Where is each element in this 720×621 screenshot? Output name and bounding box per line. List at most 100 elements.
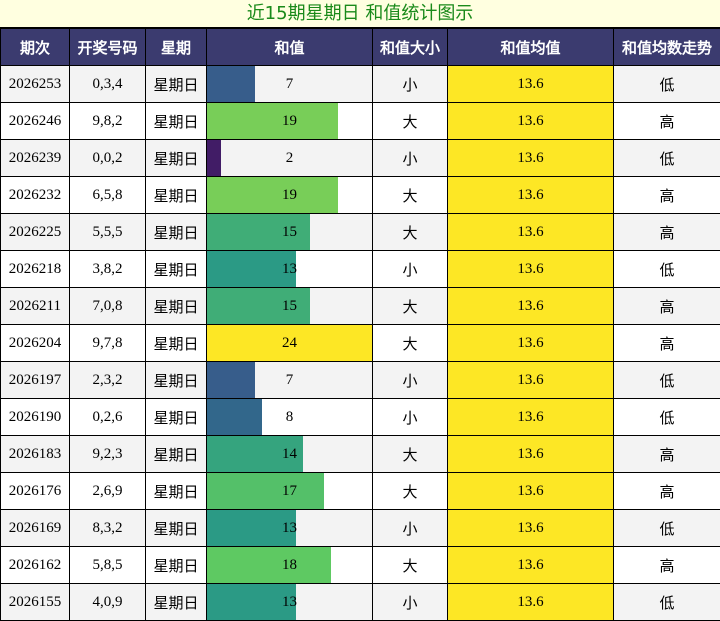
weekday-cell: 星期日 xyxy=(145,324,207,362)
sum-bar-cell: 19 xyxy=(206,102,373,140)
avg-cell: 13.6 xyxy=(447,472,614,510)
sum-bar-cell: 2 xyxy=(206,139,373,177)
avg-cell: 13.6 xyxy=(447,102,614,140)
numbers-cell: 9,2,3 xyxy=(69,435,146,473)
size-cell: 小 xyxy=(372,250,448,288)
size-cell: 大 xyxy=(372,324,448,362)
weekday-cell: 星期日 xyxy=(145,139,207,177)
size-cell: 大 xyxy=(372,287,448,325)
numbers-cell: 2,3,2 xyxy=(69,361,146,399)
sum-bar xyxy=(207,473,324,509)
sum-bar-label: 17 xyxy=(282,483,297,499)
sum-bar-label: 18 xyxy=(282,557,297,573)
sum-bar-cell: 18 xyxy=(206,546,373,584)
weekday-cell: 星期日 xyxy=(145,472,207,510)
numbers-cell: 9,8,2 xyxy=(69,102,146,140)
sum-bar-label: 19 xyxy=(282,113,297,129)
period-cell: 2026218 xyxy=(0,250,70,288)
trend-cell: 高 xyxy=(613,287,720,325)
weekday-cell: 星期日 xyxy=(145,176,207,214)
weekday-cell: 星期日 xyxy=(145,583,207,621)
sum-bar xyxy=(207,103,338,139)
sum-bar xyxy=(207,214,311,250)
size-cell: 小 xyxy=(372,65,448,103)
sum-bar-label: 14 xyxy=(282,446,297,462)
trend-cell: 低 xyxy=(613,65,720,103)
avg-cell: 13.6 xyxy=(447,213,614,251)
weekday-cell: 星期日 xyxy=(145,398,207,436)
sum-bar-cell: 13 xyxy=(206,583,373,621)
sum-bar xyxy=(207,584,297,620)
avg-cell: 13.6 xyxy=(447,287,614,325)
sum-bar-label: 2 xyxy=(285,150,294,166)
avg-cell: 13.6 xyxy=(447,65,614,103)
size-cell: 大 xyxy=(372,213,448,251)
sum-bar xyxy=(207,399,262,435)
table-row: 2026183 9,2,3 星期日 14 大 13.6 高 xyxy=(0,435,720,473)
avg-cell: 13.6 xyxy=(447,176,614,214)
avg-cell: 13.6 xyxy=(447,546,614,584)
numbers-cell: 0,2,6 xyxy=(69,398,146,436)
trend-cell: 低 xyxy=(613,361,720,399)
numbers-cell: 5,8,5 xyxy=(69,546,146,584)
numbers-cell: 3,8,2 xyxy=(69,250,146,288)
table-row: 2026169 8,3,2 星期日 13 小 13.6 低 xyxy=(0,509,720,547)
avg-cell: 13.6 xyxy=(447,139,614,177)
weekday-cell: 星期日 xyxy=(145,213,207,251)
table-row: 2026162 5,8,5 星期日 18 大 13.6 高 xyxy=(0,546,720,584)
sum-bar-label: 15 xyxy=(282,224,297,240)
size-cell: 大 xyxy=(372,176,448,214)
size-cell: 大 xyxy=(372,546,448,584)
sum-bar-label: 8 xyxy=(285,409,294,425)
numbers-cell: 6,5,8 xyxy=(69,176,146,214)
header-sum: 和值 xyxy=(206,28,373,66)
table-body: 2026253 0,3,4 星期日 7 小 13.6 低 2026246 9,8,2 星期日 19 大… xyxy=(0,65,720,621)
period-cell: 2026190 xyxy=(0,398,70,436)
sum-bar-label: 24 xyxy=(282,335,297,351)
size-cell: 大 xyxy=(372,102,448,140)
sum-bar-label: 13 xyxy=(282,594,297,610)
trend-cell: 高 xyxy=(613,213,720,251)
sum-bar-cell: 19 xyxy=(206,176,373,214)
avg-cell: 13.6 xyxy=(447,435,614,473)
period-cell: 2026239 xyxy=(0,139,70,177)
sum-bar-cell: 13 xyxy=(206,250,373,288)
sum-bar xyxy=(207,547,331,583)
table-row: 2026225 5,5,5 星期日 15 大 13.6 高 xyxy=(0,213,720,251)
sum-bar xyxy=(207,66,256,102)
trend-cell: 低 xyxy=(613,398,720,436)
avg-cell: 13.6 xyxy=(447,250,614,288)
size-cell: 小 xyxy=(372,139,448,177)
size-cell: 大 xyxy=(372,472,448,510)
numbers-cell: 5,5,5 xyxy=(69,213,146,251)
trend-cell: 低 xyxy=(613,250,720,288)
numbers-cell: 0,3,4 xyxy=(69,65,146,103)
numbers-cell: 4,0,9 xyxy=(69,583,146,621)
trend-cell: 高 xyxy=(613,546,720,584)
sum-bar-cell: 17 xyxy=(206,472,373,510)
numbers-cell: 8,3,2 xyxy=(69,509,146,547)
period-cell: 2026253 xyxy=(0,65,70,103)
table-row: 2026211 7,0,8 星期日 15 大 13.6 高 xyxy=(0,287,720,325)
sum-bar xyxy=(207,251,297,287)
size-cell: 小 xyxy=(372,361,448,399)
weekday-cell: 星期日 xyxy=(145,435,207,473)
sum-bar xyxy=(207,510,297,546)
trend-cell: 高 xyxy=(613,435,720,473)
numbers-cell: 7,0,8 xyxy=(69,287,146,325)
sum-bar-cell: 8 xyxy=(206,398,373,436)
header-numbers: 开奖号码 xyxy=(69,28,146,66)
table-row: 2026246 9,8,2 星期日 19 大 13.6 高 xyxy=(0,102,720,140)
sum-bar-label: 7 xyxy=(285,372,294,388)
header-size: 和值大小 xyxy=(372,28,448,66)
header-avg: 和值均值 xyxy=(447,28,614,66)
period-cell: 2026183 xyxy=(0,435,70,473)
avg-cell: 13.6 xyxy=(447,324,614,362)
weekday-cell: 星期日 xyxy=(145,509,207,547)
period-cell: 2026204 xyxy=(0,324,70,362)
trend-cell: 低 xyxy=(613,509,720,547)
table-row: 2026253 0,3,4 星期日 7 小 13.6 低 xyxy=(0,65,720,103)
period-cell: 2026176 xyxy=(0,472,70,510)
period-cell: 2026155 xyxy=(0,583,70,621)
weekday-cell: 星期日 xyxy=(145,250,207,288)
